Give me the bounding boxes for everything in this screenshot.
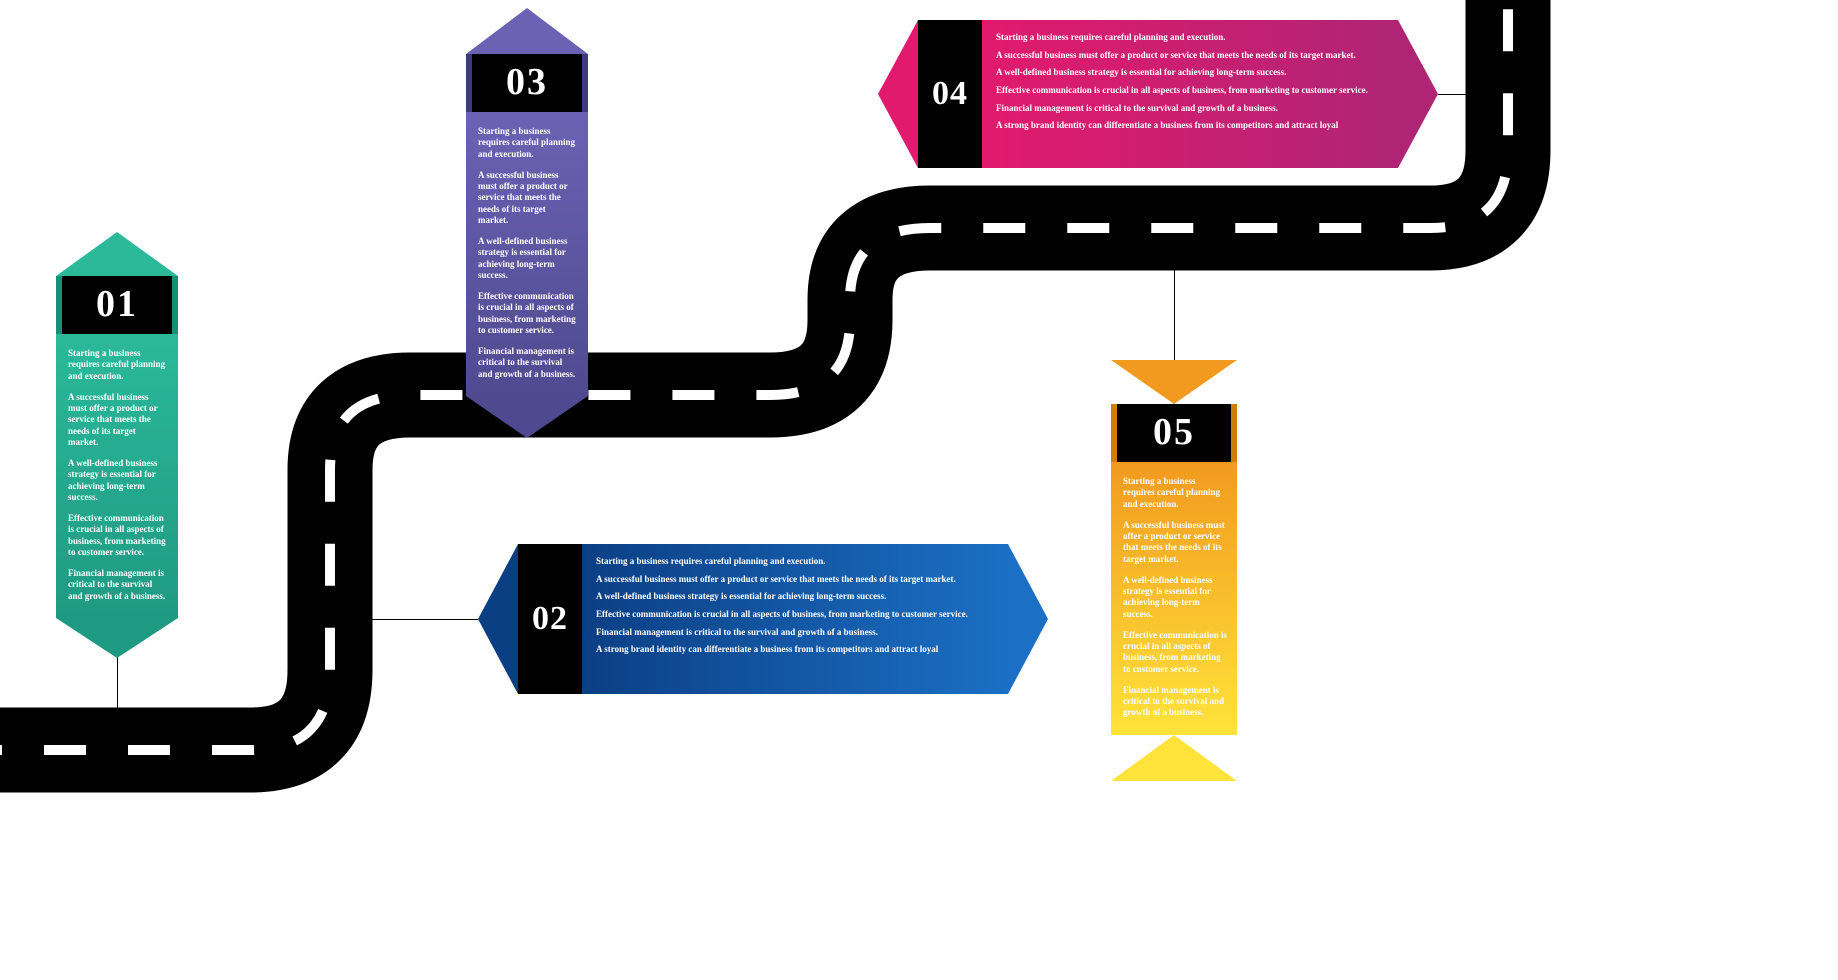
- step-number-band: 03: [466, 54, 588, 112]
- callout-line: A strong brand identity can differentiat…: [996, 120, 1380, 132]
- arrow-tail: [56, 618, 178, 658]
- callout-line: Effective communication is crucial in al…: [596, 609, 990, 621]
- callout-line: Effective communication is crucial in al…: [1123, 630, 1227, 675]
- callout-line: A well-defined business strategy is esse…: [478, 236, 578, 281]
- callout-line: Financial management is critical to the …: [996, 103, 1380, 115]
- hex-cap-left: [478, 544, 518, 694]
- step-number-band: 02: [518, 544, 582, 694]
- arrow-head: [1111, 360, 1237, 404]
- roadmap-canvas: 01 Starting a business requires careful …: [0, 0, 1838, 980]
- callout-line: Starting a business requires careful pla…: [478, 126, 578, 160]
- callout-body: Starting a business requires careful pla…: [982, 20, 1398, 168]
- callout-line: A well-defined business strategy is esse…: [596, 591, 990, 603]
- callout-line: A successful business must offer a produ…: [478, 170, 578, 226]
- step-number-band: 05: [1111, 404, 1237, 462]
- callout-line: A well-defined business strategy is esse…: [996, 67, 1380, 79]
- step-number: 05: [1153, 411, 1195, 453]
- hex-cap-right: [1008, 544, 1048, 694]
- step-number: 03: [506, 61, 548, 103]
- callout-04: 04 Starting a business requires careful …: [878, 20, 1438, 168]
- hex-cap-right: [1398, 20, 1438, 168]
- callout-line: A strong brand identity can differentiat…: [596, 644, 990, 656]
- step-number: 02: [532, 600, 568, 638]
- callout-03: 03 Starting a business requires careful …: [466, 8, 588, 438]
- callout-line: Starting a business requires careful pla…: [1123, 476, 1227, 510]
- callout-line: Effective communication is crucial in al…: [478, 291, 578, 336]
- step-number-band: 01: [56, 276, 178, 334]
- connector-line: [1438, 94, 1466, 95]
- arrow-head: [56, 232, 178, 276]
- connector-line: [1174, 270, 1175, 360]
- connector-line: [372, 619, 478, 620]
- callout-line: A successful business must offer a produ…: [68, 392, 168, 448]
- callout-line: Financial management is critical to the …: [596, 627, 990, 639]
- callout-body: Starting a business requires careful pla…: [56, 334, 178, 618]
- callout-body: Starting a business requires careful pla…: [1111, 462, 1237, 735]
- callout-body: Starting a business requires careful pla…: [466, 112, 588, 396]
- callout-line: Starting a business requires careful pla…: [596, 556, 990, 568]
- callout-body: Starting a business requires careful pla…: [582, 544, 1008, 694]
- callout-line: A well-defined business strategy is esse…: [1123, 575, 1227, 620]
- callout-line: Starting a business requires careful pla…: [68, 348, 168, 382]
- step-number: 04: [932, 75, 968, 113]
- callout-line: Effective communication is crucial in al…: [996, 85, 1380, 97]
- callout-line: Effective communication is crucial in al…: [68, 513, 168, 558]
- callout-line: Starting a business requires careful pla…: [996, 32, 1380, 44]
- callout-line: A successful business must offer a produ…: [1123, 520, 1227, 565]
- arrow-head: [466, 8, 588, 54]
- callout-line: A successful business must offer a produ…: [996, 50, 1380, 62]
- callout-line: Financial management is critical to the …: [478, 346, 578, 380]
- step-number-band: 04: [918, 20, 982, 168]
- callout-line: Financial management is critical to the …: [68, 568, 168, 602]
- callout-02: 02 Starting a business requires careful …: [478, 544, 1048, 694]
- step-number: 01: [96, 283, 138, 325]
- callout-line: A well-defined business strategy is esse…: [68, 458, 168, 503]
- arrow-tail: [466, 396, 588, 438]
- callout-05: 05 Starting a business requires careful …: [1111, 360, 1237, 781]
- hex-cap-left: [878, 20, 918, 168]
- callout-line: A successful business must offer a produ…: [596, 574, 990, 586]
- arrow-tail: [1111, 735, 1237, 781]
- callout-01: 01 Starting a business requires careful …: [56, 232, 178, 658]
- callout-line: Financial management is critical to the …: [1123, 685, 1227, 719]
